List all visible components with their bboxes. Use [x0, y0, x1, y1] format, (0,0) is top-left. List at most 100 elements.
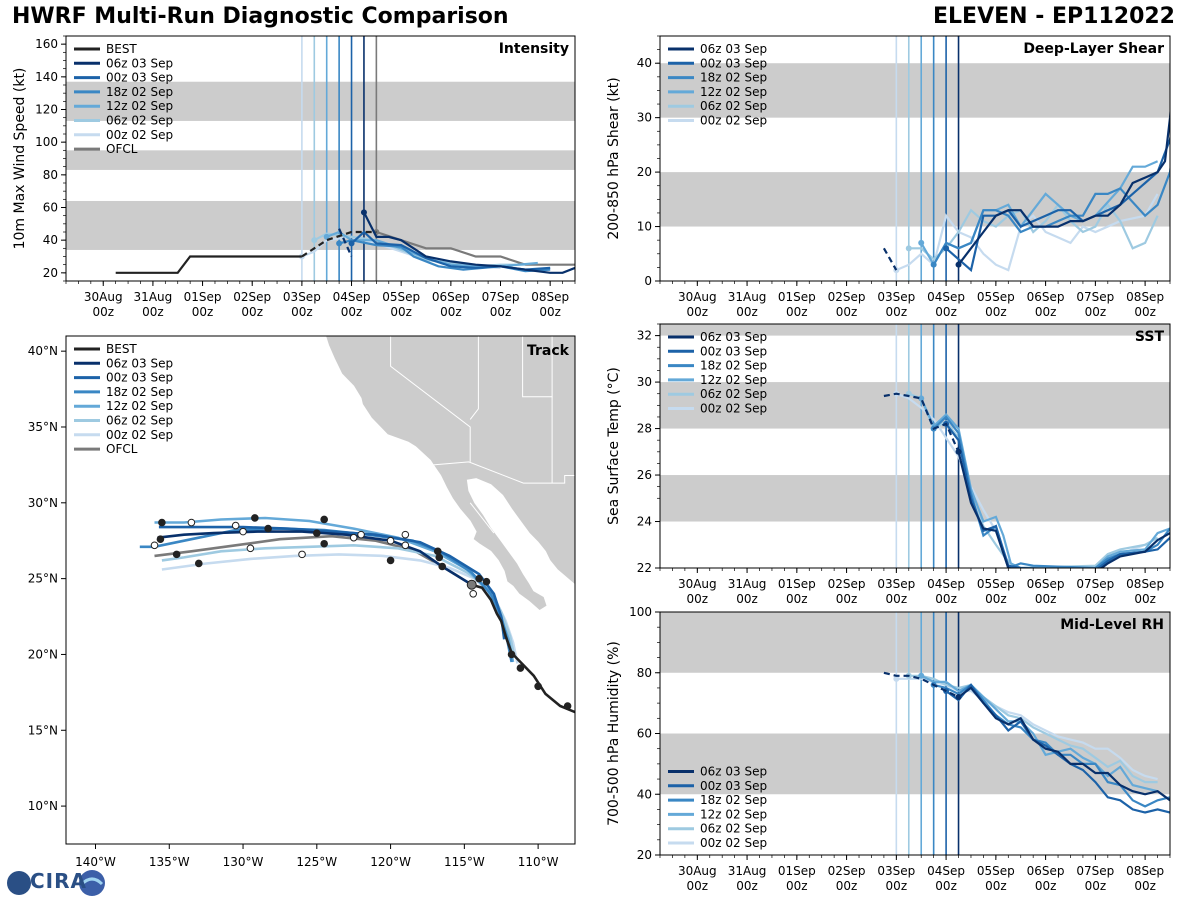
intensity-xtick-label-date: 03Sep	[283, 290, 321, 304]
track-frame	[65, 335, 576, 845]
track-marker-best	[534, 682, 542, 691]
track-xtick-label: 130°W	[223, 855, 264, 869]
sst-frame	[659, 323, 1171, 569]
track-legend-label: 00z 02 Sep	[106, 428, 173, 442]
shear-ytick-label: 20	[637, 165, 652, 179]
intensity-ytick-label: 20	[43, 266, 58, 280]
rh-ytick-label: 60	[637, 727, 652, 741]
intensity-ytick-label: 120	[35, 103, 58, 117]
intensity-ylabel: 10m Max Wind Speed (kt)	[12, 68, 28, 250]
track-marker-06z-03-sep	[313, 529, 321, 537]
track-ytick-label: 30°N	[28, 496, 58, 510]
sst-ytick-label: 26	[637, 468, 652, 482]
intensity-band-2	[66, 81, 575, 121]
track-xtick-label: 115°W	[444, 855, 485, 869]
shear-ytick-label: 40	[637, 56, 652, 70]
shear-xtick-label-date: 06Sep	[1027, 290, 1065, 304]
shear-series-06z-02-sep	[908, 202, 1159, 261]
sst-series-06z-03-sep-lead	[883, 392, 960, 453]
track-series-06z-02-sep	[161, 543, 516, 658]
rh-xtick-label-date: 03Sep	[877, 864, 915, 878]
track-marker-18z-02-sep	[357, 530, 365, 539]
track-marker-18z-02-sep	[150, 541, 159, 550]
sst-ylabel: Sea Surface Temp (°C)	[606, 367, 622, 525]
intensity-series-best-dashed	[301, 230, 377, 258]
rh-xtick-label-date: 31Aug	[728, 864, 767, 878]
intensity-legend-label: 18z 02 Sep	[106, 85, 173, 99]
track-marker-12z-02-sep	[401, 530, 410, 539]
rh-xtick-label-date: 05Sep	[977, 864, 1015, 878]
shear-series-12z-02-sep-start-point	[918, 239, 925, 246]
intensity-band-1	[66, 150, 575, 170]
sst-xtick-label-date: 03Sep	[877, 577, 915, 591]
sst-xtick-label-hour: 00z	[935, 592, 957, 606]
shear-legend-label: 00z 02 Sep	[700, 114, 767, 128]
sst-ytick-label: 22	[637, 561, 652, 575]
shear-xtick-label-date: 31Aug	[728, 290, 767, 304]
shear-xtick-label-date: 04Sep	[927, 290, 965, 304]
track-ytick-label: 20°N	[28, 647, 58, 661]
intensity-xtick-label-date: 05Sep	[382, 290, 420, 304]
intensity-xtick-label-date: 07Sep	[482, 290, 520, 304]
intensity-xtick-label-hour: 00z	[92, 305, 114, 319]
shear-series-06z-02-sep-start-point	[905, 245, 912, 252]
rh-xtick-label-hour: 00z	[1085, 879, 1107, 893]
shear-xtick-label-hour: 00z	[935, 305, 957, 319]
track-panel: 140°W 135°W 130°W 125°W 120°W 115°W 110°W 10°N 1…	[28, 335, 576, 869]
intensity-xtick-label-hour: 00z	[192, 305, 214, 319]
sst-xtick-label-hour: 00z	[687, 592, 709, 606]
rh-xtick-label-hour: 00z	[687, 879, 709, 893]
shear-legend-label: 06z 03 Sep	[700, 42, 767, 56]
intensity-xtick-label-date: 06Sep	[432, 290, 470, 304]
shear-band-0	[660, 172, 1170, 227]
sst-title: SST	[1135, 329, 1165, 345]
rh-xtick-label-date: 04Sep	[927, 864, 965, 878]
intensity-ytick-label: 100	[35, 135, 58, 149]
rh-legend-label: 18z 02 Sep	[700, 793, 767, 807]
shear-series-18z-02-sep-start-point	[930, 261, 937, 268]
sst-band-0	[660, 475, 1170, 522]
rh-xtick-label-hour: 00z	[786, 879, 808, 893]
rh-series-00z-02-sep	[896, 677, 1158, 781]
shear-series-06z-03-sep-start-point	[955, 261, 962, 268]
track-marker-06z-02-sep	[172, 550, 181, 559]
track-marker-00z-03-sep	[187, 518, 196, 527]
track-marker-06z-03-sep	[438, 562, 447, 571]
logo-globe	[7, 871, 31, 895]
track-marker-best	[563, 702, 572, 710]
sst-legend-label: 06z 03 Sep	[700, 330, 767, 344]
rh-series-06z-03-sep-start-point	[955, 694, 962, 701]
logo-text: CIRA	[30, 869, 87, 893]
intensity-xtick-label-hour: 00z	[291, 305, 313, 319]
track-marker-06z-03-sep	[386, 536, 395, 545]
shear-xtick-label-date: 30Aug	[678, 290, 717, 304]
sst-series-12z-02-sep	[920, 397, 1170, 568]
sst-xtick-label-date: 06Sep	[1027, 577, 1065, 591]
shear-series-00z-03-sep	[945, 134, 1170, 273]
rh-series-06z-03-sep	[957, 686, 1170, 802]
sst-xtick-label-date: 02Sep	[828, 577, 866, 591]
intensity-ytick-label: 140	[35, 70, 58, 84]
logo-emblem	[79, 870, 105, 896]
shear-xtick-label-date: 08Sep	[1126, 290, 1164, 304]
shear-xtick-label-date: 05Sep	[977, 290, 1015, 304]
track-border-0	[390, 336, 471, 462]
track-xtick-label: 120°W	[370, 855, 411, 869]
track-marker-ofcl	[466, 579, 477, 590]
sst-xtick-label-hour: 00z	[1035, 592, 1057, 606]
track-marker-00z-02-sep	[386, 556, 395, 565]
intensity-series-best-solid	[115, 255, 302, 274]
sst-ytick-label: 28	[637, 422, 652, 436]
track-marker-best	[516, 664, 525, 672]
intensity-series-06z-03-sep	[363, 211, 575, 274]
sst-series-06z-03-sep-start-point	[955, 448, 962, 455]
rh-series-00z-02-sep-start-point	[893, 675, 900, 682]
rh-xtick-label-date: 07Sep	[1076, 864, 1114, 878]
track-border-6	[469, 502, 495, 534]
track-border-1	[433, 461, 575, 484]
sst-xtick-label-date: 01Sep	[778, 577, 816, 591]
sst-series-00z-03-sep	[945, 423, 1170, 568]
